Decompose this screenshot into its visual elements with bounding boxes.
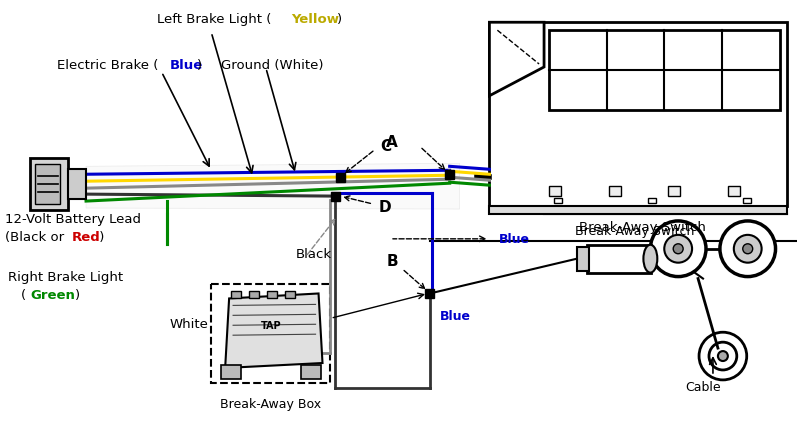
Bar: [285, 292, 294, 299]
Circle shape: [720, 222, 775, 277]
Bar: [68, 170, 86, 200]
Bar: [490, 23, 787, 207]
Bar: [490, 207, 787, 214]
Bar: [35, 165, 60, 204]
Bar: [231, 292, 241, 299]
Bar: [648, 199, 656, 204]
Bar: [331, 192, 340, 201]
Text: ): ): [198, 59, 202, 72]
Circle shape: [664, 235, 692, 263]
Polygon shape: [225, 294, 322, 368]
Bar: [554, 199, 562, 204]
Text: C: C: [381, 138, 392, 154]
Text: Black: Black: [296, 248, 332, 261]
Bar: [668, 187, 680, 197]
Bar: [336, 173, 345, 182]
Bar: [609, 187, 621, 197]
Bar: [577, 247, 589, 271]
Bar: [211, 284, 330, 383]
Text: 12-Volt Battery Lead: 12-Volt Battery Lead: [5, 213, 141, 226]
Bar: [549, 187, 561, 197]
Text: A: A: [386, 135, 398, 150]
Bar: [549, 31, 779, 110]
Text: Cable: Cable: [686, 380, 721, 393]
Bar: [728, 187, 740, 197]
Circle shape: [674, 244, 683, 254]
Text: ): ): [338, 13, 342, 26]
Bar: [30, 159, 68, 210]
Text: ): ): [95, 231, 104, 244]
Text: White: White: [170, 317, 208, 330]
Text: Ground (White): Ground (White): [221, 59, 324, 72]
Bar: [267, 292, 277, 299]
Bar: [221, 365, 241, 379]
Bar: [426, 289, 434, 298]
Ellipse shape: [643, 245, 658, 273]
Polygon shape: [86, 164, 460, 210]
Text: Green: Green: [30, 288, 75, 301]
Bar: [301, 365, 321, 379]
Bar: [586, 245, 651, 273]
Text: Blue: Blue: [440, 309, 470, 322]
Text: Right Brake Light: Right Brake Light: [7, 271, 122, 283]
Circle shape: [742, 244, 753, 254]
Text: Electric Brake (: Electric Brake (: [58, 59, 158, 72]
Bar: [446, 170, 454, 179]
Bar: [742, 199, 750, 204]
Text: TAP: TAP: [261, 320, 281, 331]
Text: (: (: [21, 288, 26, 301]
Text: ): ): [75, 288, 80, 301]
Text: Left Brake Light (: Left Brake Light (: [157, 13, 271, 26]
Text: Blue: Blue: [499, 233, 530, 246]
Text: D: D: [378, 199, 391, 214]
Text: Red: Red: [72, 231, 101, 244]
Polygon shape: [490, 23, 544, 97]
Text: Break-Away Switch: Break-Away Switch: [575, 225, 694, 237]
Text: Blue: Blue: [170, 59, 202, 72]
Text: (Black or: (Black or: [5, 231, 68, 244]
Circle shape: [718, 351, 728, 361]
Bar: [249, 292, 259, 299]
Circle shape: [734, 235, 762, 263]
Text: Yellow: Yellow: [290, 13, 338, 26]
Text: Break-Away Box: Break-Away Box: [220, 397, 322, 410]
Text: B: B: [386, 253, 398, 268]
Circle shape: [650, 222, 706, 277]
Text: Break-Away Switch: Break-Away Switch: [579, 220, 706, 233]
